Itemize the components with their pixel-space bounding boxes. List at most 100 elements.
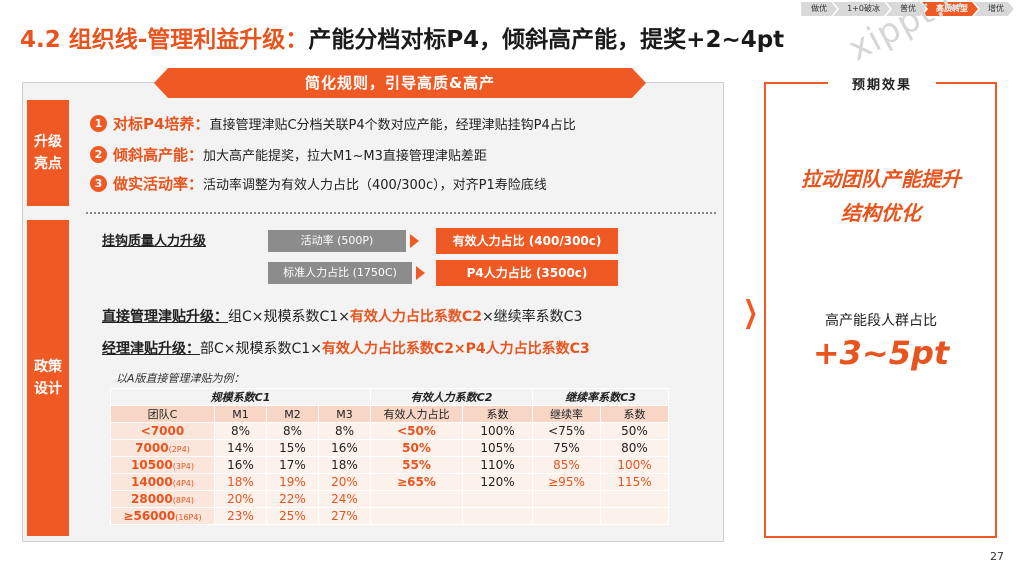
cell: 22% <box>266 490 319 508</box>
highlight-head: 倾斜高产能： <box>113 146 204 164</box>
cell: 16% <box>214 456 267 474</box>
cell: <50% <box>370 422 463 440</box>
cell <box>370 490 463 508</box>
formula-part: 部C×规模系数C1× <box>200 341 322 357</box>
highlight-text: 加大高产能提奖，拉大M1~M3直接管理津贴差距 <box>203 149 487 164</box>
cell: <75% <box>532 422 601 440</box>
cell: 18% <box>318 456 371 474</box>
col-header: 系数 <box>600 405 669 423</box>
cell: 27% <box>318 507 371 525</box>
cell <box>600 507 669 525</box>
cell: 100% <box>462 422 533 440</box>
cell <box>370 507 463 525</box>
effect-line-1: 拉动团队产能提升 <box>801 167 961 191</box>
title-main: 产能分档对标P4，倾斜高产能，提奖+2~4pt <box>308 27 785 53</box>
cell: 110% <box>462 456 533 474</box>
formula-manager: 经理津贴升级：部C×规模系数C1×有效人力占比系数C2×P4人力占比系数C3 <box>102 338 590 358</box>
effect-line-2: 结构优化 <box>841 201 921 225</box>
cell: 8% <box>266 422 319 440</box>
policy-label: 政策设计 <box>27 220 69 536</box>
number-badge: 3 <box>90 175 107 192</box>
cell: ≥95% <box>532 473 601 491</box>
col-header: 继续率 <box>532 405 601 423</box>
table-note: 以A版直接管理津贴为例： <box>116 372 245 385</box>
nav-step-1[interactable]: 做优 <box>801 2 837 16</box>
cell: 16% <box>318 439 371 457</box>
tier-cell: 7000(2P4) <box>110 439 215 457</box>
cell: 8% <box>214 422 267 440</box>
highlight-item: 2 倾斜高产能： 加大高产能提奖，拉大M1~M3直接管理津贴差距 <box>90 144 487 165</box>
cell: 50% <box>600 422 669 440</box>
nav-step-5[interactable]: 增优 <box>974 2 1014 16</box>
number-badge: 1 <box>90 115 107 132</box>
formula-part: ×继续率系数C3 <box>481 309 583 325</box>
cell: 75% <box>532 439 601 457</box>
cell: 15% <box>266 439 319 457</box>
group-header: 有效人力系数C2 <box>370 388 533 406</box>
cell: 18% <box>214 473 267 491</box>
arrow-right-icon <box>416 266 425 280</box>
highlight-text: 活动率调整为有效人力占比（400/300c），对齐P1寿险底线 <box>203 178 547 193</box>
formula-highlight: 有效人力占比系数C2 <box>349 309 482 325</box>
header-row: 团队C M1 M2 M3 有效人力占比 系数 继续率 系数 <box>110 405 669 423</box>
map-to-2: P4人力占比 (3500c) <box>436 260 618 286</box>
cell: 23% <box>214 507 267 525</box>
divider <box>86 212 716 214</box>
arrow-right-icon <box>410 234 419 248</box>
group-row: 规模系数C1 有效人力系数C2 继续率系数C3 <box>110 388 669 406</box>
formula-label: 经理津贴升级： <box>102 341 200 357</box>
col-header: 有效人力占比 <box>370 405 463 423</box>
table-row: 28000(8P4) 20% 22% 24% <box>110 490 669 508</box>
number-badge: 2 <box>90 146 107 163</box>
group-header: 继续率系数C3 <box>532 388 669 406</box>
cell: 25% <box>266 507 319 525</box>
cell: 55% <box>370 456 463 474</box>
map-from-1: 活动率 (500P) <box>268 230 406 252</box>
metric-label: 高产能段人群占比 <box>825 313 937 329</box>
metric-value: +3~5pt <box>812 334 950 372</box>
cell <box>532 490 601 508</box>
cell <box>600 490 669 508</box>
formula-label: 直接管理津贴升级： <box>102 309 228 325</box>
highlight-item: 1 对标P4培养： 直接管理津贴C分档关联P4个数对应产能，经理津贴挂钩P4占比 <box>90 113 576 134</box>
nav-step-4-active[interactable]: 高质转型 <box>922 2 978 16</box>
map-to-1: 有效人力占比 (400/300c) <box>436 228 618 254</box>
cell: 17% <box>266 456 319 474</box>
effect-headline: 拉动团队产能提升 结构优化 <box>768 162 994 230</box>
tier-cell: <7000 <box>110 422 215 440</box>
highlight-item: 3 做实活动率： 活动率调整为有效人力占比（400/300c），对齐P1寿险底线 <box>90 173 547 194</box>
banner: 简化规则，引导高质&高产 <box>154 68 646 98</box>
cell <box>532 507 601 525</box>
formula-highlight: 有效人力占比系数C2×P4人力占比系数C3 <box>321 341 590 357</box>
slide-title: 4.2 组织线-管理利益升级：产能分档对标P4，倾斜高产能，提奖+2~4pt <box>20 20 784 54</box>
col-header: M2 <box>266 405 319 423</box>
tier-cell: 28000(8P4) <box>110 490 215 508</box>
effect-label: 预期效果 <box>828 74 936 93</box>
table-row: ≥56000(16P4) 23% 25% 27% <box>110 507 669 525</box>
cell <box>462 507 533 525</box>
cell <box>462 490 533 508</box>
cell: 50% <box>370 439 463 457</box>
highlight-text: 直接管理津贴C分档关联P4个数对应产能，经理津贴挂钩P4占比 <box>209 118 576 133</box>
cell: 85% <box>532 456 601 474</box>
cell: 19% <box>266 473 319 491</box>
tier-cell: 10500(3P4) <box>110 456 215 474</box>
table-row: 7000(2P4) 14% 15% 16% 50% 105% 75% 80% <box>110 439 669 457</box>
col-header: 系数 <box>462 405 533 423</box>
col-header: M3 <box>318 405 371 423</box>
nav-step-3[interactable]: 普优 <box>886 2 926 16</box>
title-prefix: 4.2 组织线-管理利益升级： <box>20 27 309 53</box>
col-header: M1 <box>214 405 267 423</box>
cell: 115% <box>600 473 669 491</box>
nav-step-2[interactable]: 1+0破冰 <box>833 2 890 16</box>
table-row: <7000 8% 8% 8% <50% 100% <75% 50% <box>110 422 669 440</box>
page-number: 27 <box>990 550 1004 563</box>
cell: 100% <box>600 456 669 474</box>
cell: 105% <box>462 439 533 457</box>
cell: 20% <box>318 473 371 491</box>
highlight-head: 做实活动率： <box>113 175 204 193</box>
cell: 24% <box>318 490 371 508</box>
cell: 20% <box>214 490 267 508</box>
cell: ≥65% <box>370 473 463 491</box>
allowance-table: 规模系数C1 有效人力系数C2 继续率系数C3 团队C M1 M2 M3 有效人… <box>110 388 669 525</box>
